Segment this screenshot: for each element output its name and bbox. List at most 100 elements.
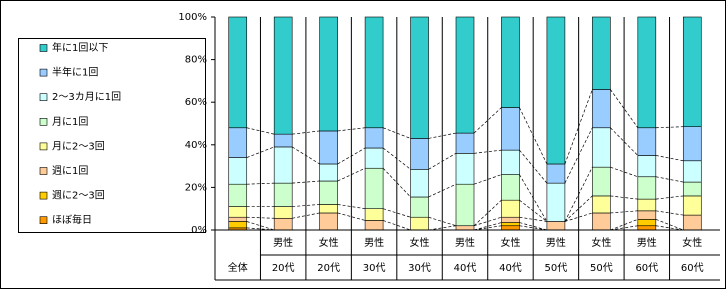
bar-segment: [637, 225, 657, 231]
legend-label: ほぼ毎日: [52, 213, 92, 226]
bar-segment: [455, 16, 475, 134]
bar-segment: [682, 181, 702, 197]
bar-segment: [546, 221, 566, 231]
bar-segment: [228, 221, 248, 229]
bar-segment: [319, 204, 338, 214]
bar-segment: [364, 127, 384, 149]
bar-segment: [637, 198, 657, 212]
bar-segment: [364, 16, 384, 129]
x-tick-label: 60代: [635, 262, 658, 274]
bar-segment: [228, 16, 248, 129]
x-tick-label: 男性: [637, 236, 657, 249]
legend-label: 月に1回: [52, 116, 88, 128]
bar-segment: [319, 16, 338, 132]
bar-segment: [546, 16, 566, 165]
legend-label: 年に1回以下: [52, 41, 108, 54]
bar-segment: [364, 167, 384, 209]
bar-segment: [228, 157, 248, 185]
connector-line: [292, 204, 320, 207]
x-tick-label: 男性: [273, 236, 293, 249]
connector-line: [246, 216, 275, 219]
bar-segment: [637, 127, 657, 156]
bar-segment: [319, 130, 338, 165]
x-tick-label: 40代: [499, 262, 522, 274]
bar-segment: [501, 216, 520, 223]
bar-segment: [592, 127, 611, 168]
bar-segment: [592, 195, 611, 214]
y-tick-label: 0%: [191, 225, 207, 236]
connector-line: [564, 195, 593, 222]
x-tick-label: 女性: [410, 236, 430, 249]
bar-segment: [319, 212, 338, 231]
legend-swatch: [39, 216, 48, 224]
connector-line: [292, 180, 320, 184]
bar-segment: [682, 195, 702, 216]
legend-swatch: [39, 68, 48, 77]
x-tick-label: 50代: [545, 262, 568, 274]
connector-line: [610, 210, 638, 214]
bar-segment: [592, 89, 611, 129]
bar-segment: [637, 210, 657, 220]
y-tick-label: 60%: [185, 97, 207, 108]
y-tick-label: 80%: [185, 55, 207, 66]
bar-segment: [637, 16, 657, 129]
x-tick-label: 全体: [228, 261, 248, 274]
bar-segment: [364, 208, 384, 221]
connector-line: [655, 126, 684, 129]
bar-segment: [273, 133, 293, 148]
bar-segment: [546, 163, 566, 184]
legend-label: 週に2～3回: [52, 190, 105, 202]
connector-line: [610, 89, 639, 128]
legend-swatch: [39, 167, 48, 175]
legend-box: [18, 38, 206, 233]
bar-segment: [319, 163, 338, 182]
x-tick-label: 女性: [682, 236, 702, 249]
x-tick-label: 女性: [319, 236, 339, 249]
bar-segment: [501, 16, 520, 108]
bar-segment: [455, 153, 475, 185]
x-tick-label: 男性: [455, 236, 475, 249]
bar-segment: [637, 219, 657, 227]
connector-line: [473, 199, 502, 226]
x-tick-label: 40代: [454, 262, 477, 274]
x-tick-label: 30代: [363, 262, 386, 274]
x-tick-label: 20代: [272, 262, 295, 274]
bar-segment: [455, 225, 475, 231]
bar-segment: [410, 16, 429, 139]
x-tick-label: 30代: [408, 262, 431, 274]
x-tick-label: 男性: [546, 236, 566, 249]
legend-label: 半年に1回: [52, 66, 98, 79]
y-tick-label: 100%: [178, 12, 207, 23]
bar-segment: [546, 182, 566, 222]
bar-segment: [273, 217, 293, 231]
bar-segment: [501, 225, 520, 231]
legend-swatch: [39, 118, 48, 126]
legend-swatch: [39, 142, 48, 151]
connector-line: [382, 167, 411, 198]
bar-segment: [637, 155, 657, 178]
legend-swatch: [39, 93, 48, 101]
x-tick-label: 60代: [681, 262, 704, 274]
bar-segment: [682, 160, 702, 183]
bar-segment: [273, 146, 293, 184]
bar-segment: [410, 138, 429, 170]
bar-segment: [682, 214, 702, 231]
connector-line: [473, 107, 502, 134]
bar-segment: [319, 180, 338, 205]
bar-segment: [501, 199, 520, 218]
legend-swatch: [39, 191, 48, 200]
connector-line: [246, 182, 275, 185]
bar-segment: [501, 222, 520, 227]
connector-line: [564, 89, 593, 165]
bar-segment: [592, 212, 611, 231]
bar-segment: [637, 176, 657, 200]
bar-segment: [410, 196, 429, 218]
x-tick-label: 20代: [317, 262, 340, 274]
bar-segment: [273, 206, 293, 219]
legend-label: 2～3カ月に1回: [52, 91, 121, 103]
legend-label: 週に1回: [52, 165, 88, 177]
legend-label: 月に2～3回: [52, 140, 105, 152]
y-tick-label: 20%: [185, 182, 207, 193]
bar-segment: [273, 182, 293, 207]
